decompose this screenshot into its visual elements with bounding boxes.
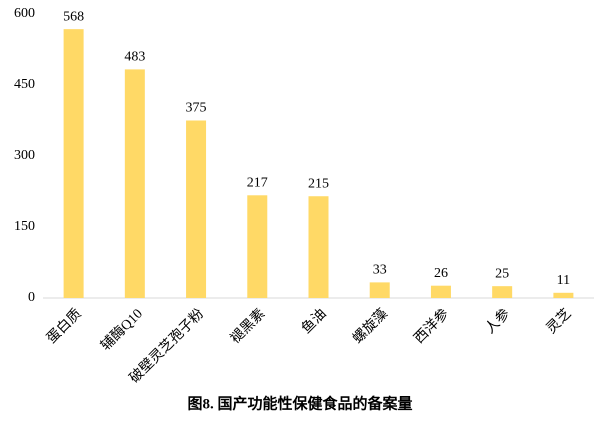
bar <box>308 196 329 298</box>
bar <box>492 286 513 298</box>
x-tick-label: 褪黑素 <box>227 306 268 347</box>
bar <box>553 292 574 298</box>
value-label: 25 <box>495 266 509 281</box>
x-tick-label: 灵芝 <box>543 306 574 337</box>
bar <box>186 120 207 298</box>
x-tick-label: 人参 <box>481 305 513 337</box>
value-label: 375 <box>186 101 207 116</box>
x-tick-label: 鱼油 <box>298 305 330 337</box>
y-tick-label: 450 <box>14 77 35 92</box>
bar <box>430 285 451 298</box>
value-label: 217 <box>247 176 268 191</box>
y-tick-label: 150 <box>14 219 35 234</box>
value-label: 11 <box>557 273 570 288</box>
value-label: 26 <box>434 266 448 281</box>
chart-title: 图8. 国产功能性保健食品的备案量 <box>187 394 412 412</box>
x-tick-label: 辅酶Q10 <box>98 306 146 354</box>
y-tick-label: 600 <box>14 6 35 21</box>
bar <box>63 29 84 298</box>
x-tick-label: 蛋白质 <box>44 306 85 347</box>
x-tick-label: 西洋参 <box>410 305 452 347</box>
value-label: 483 <box>124 50 145 65</box>
bar <box>369 282 390 298</box>
y-tick-label: 300 <box>14 148 35 163</box>
value-label: 33 <box>373 263 387 278</box>
value-label: 215 <box>308 176 329 191</box>
bar <box>124 69 145 298</box>
y-tick-label: 0 <box>28 290 35 305</box>
bar <box>247 195 268 298</box>
value-label: 568 <box>63 9 84 24</box>
x-tick-label: 螺旋藻 <box>350 306 391 347</box>
